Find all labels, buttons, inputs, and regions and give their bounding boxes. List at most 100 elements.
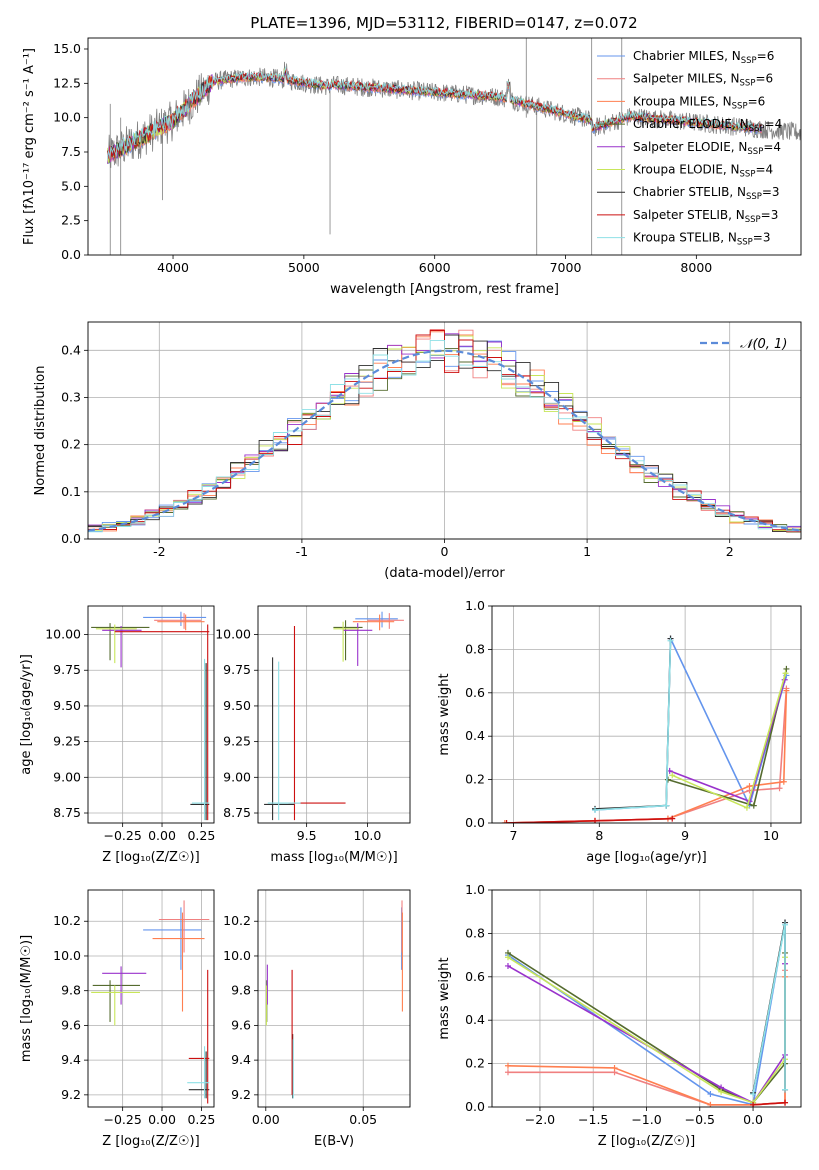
chart-mass-age: 9.5 10.0 8.75 9.00 9.25 9.50 9.75 10.00 mass [lo… <box>215 605 411 865</box>
y-tick-label: 9.2 <box>61 1087 81 1102</box>
x-tick-label: 7 <box>509 828 517 843</box>
axes-frame <box>87 605 215 824</box>
weight-marker <box>504 1062 511 1069</box>
x-tick-label: 0 <box>441 544 449 559</box>
weight-marker <box>669 772 676 779</box>
y-tick-label: 0.8 <box>465 925 485 940</box>
x-tick-label: 9.5 <box>297 828 317 843</box>
chart-age-weight: 7 8 9 10 0.0 0.2 0.4 0.6 0.8 1.0 age [log₁₀(age/yr… <box>437 598 802 865</box>
weight-marker <box>718 1088 725 1095</box>
chart-ebv-mass: 0.00 0.05 9.2 9.4 9.6 9.8 10.0 10.2 E(B-V) <box>223 889 411 1149</box>
legend-label-6: Chabrier STELIB, NSSP=3 <box>633 185 780 202</box>
x-tick-label: 0.05 <box>349 1112 377 1127</box>
x-axis-label: Z [log₁₀(Z/Z☉)] <box>102 1134 199 1149</box>
y-tick-label: 9.75 <box>223 662 251 677</box>
y-axis-label: mass weight <box>437 957 452 1039</box>
y-tick-label: 8.75 <box>223 805 251 820</box>
y-tick-label: 10.0 <box>53 110 81 125</box>
weight-line-8 <box>594 640 672 811</box>
y-tick-label: 9.6 <box>61 1017 81 1032</box>
y-tick-label: 10.00 <box>45 627 81 642</box>
x-tick-label: 0.00 <box>148 1112 176 1127</box>
y-tick-label: 2.5 <box>61 213 81 228</box>
weight-line-6 <box>594 638 672 810</box>
y-tick-label: 0.6 <box>465 685 485 700</box>
y-tick-label: 0.4 <box>465 1012 485 1027</box>
axes-frame <box>257 889 411 1108</box>
weight-marker <box>750 802 757 809</box>
y-tick-label: 10.0 <box>223 948 251 963</box>
legend-label-8: Kroupa STELIB, NSSP=3 <box>633 231 771 248</box>
y-tick-label: 0.2 <box>61 437 81 452</box>
weight-marker <box>592 806 598 813</box>
gaussian-curve <box>88 349 801 532</box>
y-axis-label: mass weight <box>437 673 452 755</box>
y-tick-label: 9.25 <box>53 734 81 749</box>
y-tick-label: 9.00 <box>53 769 81 784</box>
y-tick-label: 0.0 <box>465 815 485 830</box>
weight-line-7 <box>506 817 673 823</box>
y-tick-label: 0.6 <box>465 969 485 984</box>
axes-frame <box>87 321 802 540</box>
x-tick-label: 5000 <box>288 260 320 275</box>
x-tick-label: 4000 <box>157 260 189 275</box>
y-tick-label: 0.4 <box>465 728 485 743</box>
chart-z-mass: −0.25 0.00 0.25 9.2 9.4 9.6 9.8 10.0 10.2 Z [log₁… <box>19 889 215 1149</box>
x-tick-label: 10.0 <box>354 828 382 843</box>
y-tick-label: 9.8 <box>231 983 251 998</box>
y-tick-label: 12.5 <box>53 75 81 90</box>
y-tick-label: 9.8 <box>61 983 81 998</box>
x-tick-label: −0.5 <box>685 1112 715 1127</box>
legend-label-2: Kroupa MILES, NSSP=6 <box>633 94 765 111</box>
weight-marker <box>504 954 511 961</box>
x-tick-label: 6000 <box>419 260 451 275</box>
axes-frame <box>87 889 215 1108</box>
weight-marker <box>501 820 508 823</box>
x-axis-label: wavelength [Angstrom, rest frame] <box>330 282 559 297</box>
weight-marker <box>611 1064 618 1071</box>
legend-label-1: Salpeter MILES, NSSP=6 <box>633 72 773 89</box>
chart-residuals: -2 -1 0 1 2 0.0 0.1 0.2 0.3 0.4 (data-model)/error… <box>33 321 802 581</box>
x-tick-label: -2 <box>153 544 165 559</box>
weight-marker <box>783 665 790 672</box>
axes-frame <box>491 605 802 824</box>
x-tick-label: 2 <box>726 544 734 559</box>
weight-marker <box>663 802 670 809</box>
x-tick-label: −2.0 <box>525 1112 555 1127</box>
y-tick-label: 9.2 <box>231 1087 251 1102</box>
y-tick-label: 9.00 <box>223 769 251 784</box>
y-tick-label: 10.00 <box>215 627 251 642</box>
plot-area <box>501 635 790 823</box>
y-axis-label: Normed distribution <box>33 366 48 496</box>
plot-area <box>265 900 403 1099</box>
weight-marker <box>783 687 790 694</box>
figure-title: PLATE=1396, MJD=53112, FIBERID=0147, z=0… <box>250 14 637 32</box>
y-tick-label: 8.75 <box>53 805 81 820</box>
gaussian-legend-label: 𝒩(0, 1) <box>740 337 787 352</box>
x-tick-label: 9 <box>681 828 689 843</box>
chart-z-weight: −2.0 −1.5 −1.0 −0.5 0.0 0.0 0.2 0.4 0.6 0.8 1.0 Z [… <box>437 882 802 1149</box>
weight-marker <box>664 776 671 783</box>
model-spectrum-8 <box>107 65 762 160</box>
plot-area <box>91 611 210 821</box>
x-tick-label: 0.0 <box>743 1112 763 1127</box>
residual-hist-8 <box>88 339 801 533</box>
weight-marker <box>707 1090 714 1097</box>
legend-label-4: Salpeter ELODIE, NSSP=4 <box>633 140 781 157</box>
plot-area <box>91 900 210 1104</box>
weight-marker <box>782 670 789 677</box>
weight-marker <box>782 1099 789 1106</box>
x-tick-label: 1 <box>583 544 591 559</box>
x-tick-label: 0.00 <box>148 828 176 843</box>
weight-marker <box>750 1090 757 1097</box>
axes-frame <box>491 889 802 1108</box>
x-tick-label: 8000 <box>680 260 712 275</box>
x-tick-label: 0.25 <box>187 828 215 843</box>
y-tick-label: 10.2 <box>53 913 81 928</box>
y-tick-label: 9.6 <box>231 1017 251 1032</box>
y-tick-label: 9.25 <box>223 734 251 749</box>
legend-label-7: Salpeter STELIB, NSSP=3 <box>633 208 778 225</box>
legend-label-0: Chabrier MILES, NSSP=6 <box>633 49 774 66</box>
y-axis-label: age [log₁₀(age/yr)] <box>19 654 34 775</box>
weight-marker <box>504 962 511 969</box>
